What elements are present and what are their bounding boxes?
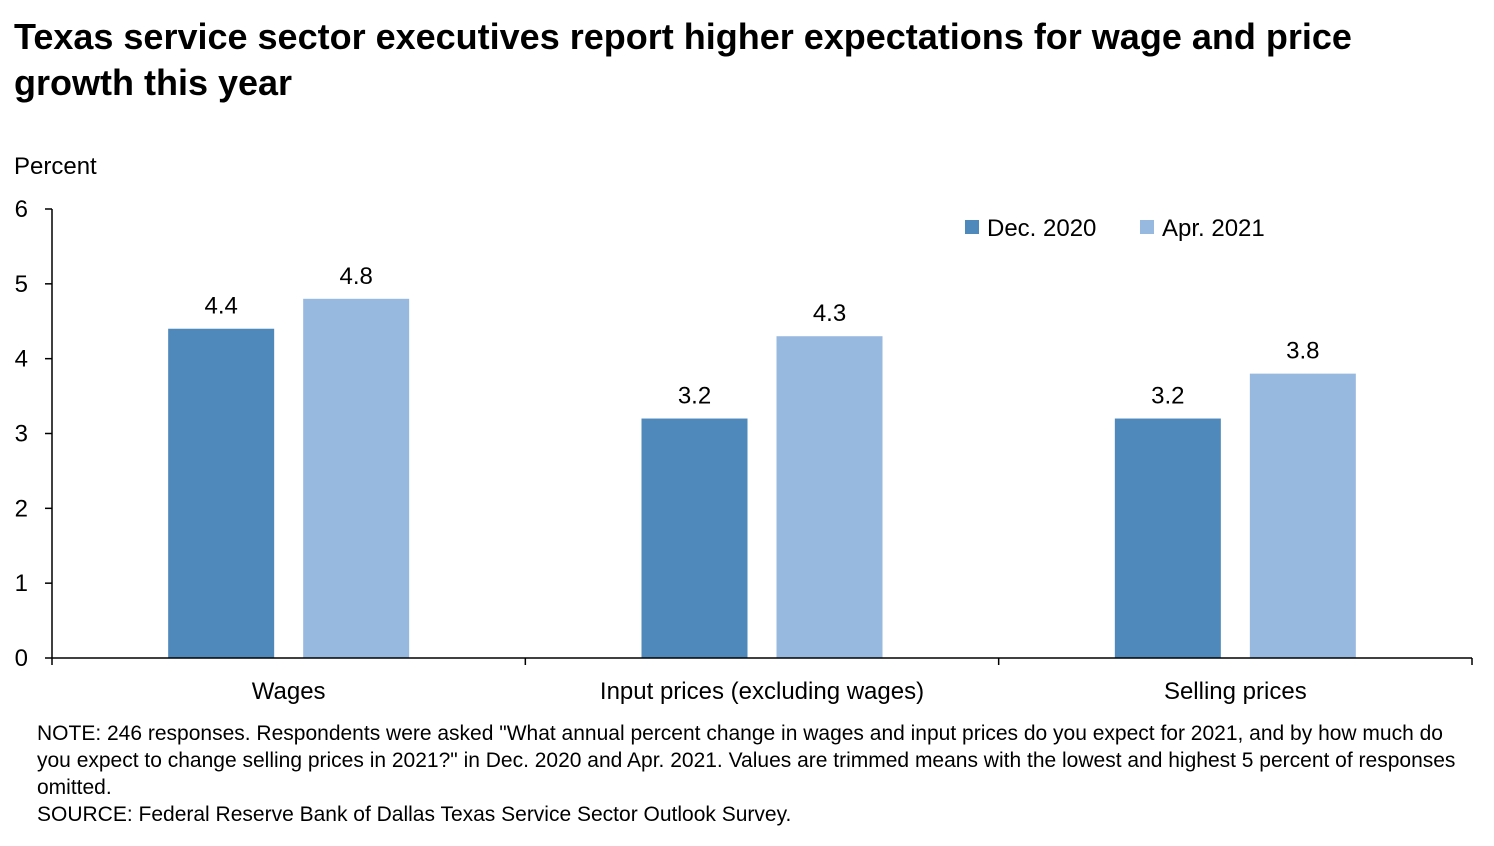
x-tick-label: Selling prices	[1164, 678, 1307, 705]
legend-swatch	[965, 220, 979, 234]
y-axis-label: Percent	[14, 153, 97, 180]
legend-label: Apr. 2021	[1162, 215, 1265, 242]
y-tick-label: 6	[15, 196, 28, 223]
bar	[776, 336, 883, 658]
source-text: SOURCE: Federal Reserve Bank of Dallas T…	[37, 803, 792, 826]
x-axis: Wages Input prices (excluding wages) Selli…	[51, 657, 1473, 705]
y-axis: 0 1 2 3 4 5 6	[15, 196, 53, 672]
bar	[1114, 418, 1221, 658]
x-tick-label: Input prices (excluding wages)	[600, 678, 924, 705]
y-tick-label: 0	[15, 645, 28, 672]
bar-value-label: 4.3	[813, 300, 846, 327]
y-tick-label: 5	[15, 271, 28, 298]
chart-notes: NOTE: 246 responses. Respondents were as…	[37, 720, 1457, 828]
x-tick-label: Wages	[252, 678, 326, 705]
legend: Dec. 2020 Apr. 2021	[965, 215, 1265, 242]
bars-group	[168, 298, 1356, 658]
y-tick-label: 1	[15, 570, 28, 597]
bar	[168, 328, 275, 658]
legend-label: Dec. 2020	[987, 215, 1096, 242]
y-tick-label: 3	[15, 421, 28, 448]
note-text: NOTE: 246 responses. Respondents were as…	[37, 722, 1456, 799]
value-labels-group: 4.4 4.8 3.2 4.3 3.2 3.8	[204, 263, 1319, 410]
y-tick-label: 4	[15, 346, 28, 373]
bar	[303, 298, 410, 658]
chart-title: Texas service sector executives report h…	[14, 16, 1352, 103]
bar-value-label: 3.2	[1151, 383, 1184, 410]
y-tick-label: 2	[15, 495, 28, 522]
bar	[641, 418, 748, 658]
bar-value-label: 4.4	[204, 293, 237, 320]
bar-value-label: 4.8	[339, 263, 372, 290]
bar-value-label: 3.2	[678, 383, 711, 410]
bar-value-label: 3.8	[1286, 338, 1319, 365]
legend-swatch	[1140, 220, 1154, 234]
bar	[1249, 373, 1356, 658]
